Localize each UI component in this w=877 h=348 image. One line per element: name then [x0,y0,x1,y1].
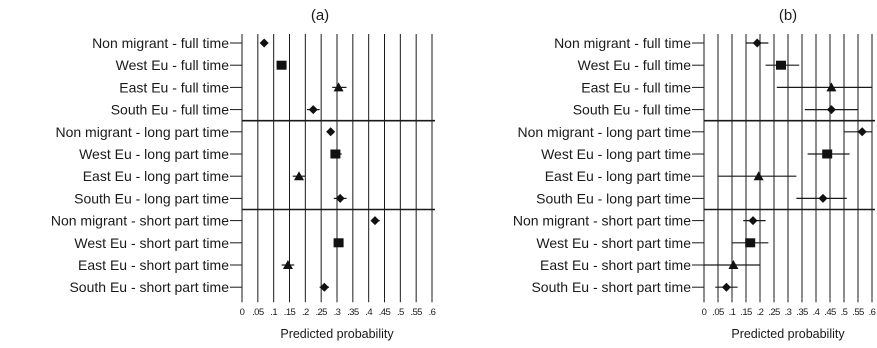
category-label: Non migrant - long part time [55,124,229,140]
category-label: East Eu - full time [119,79,229,95]
estimate-triangle [753,171,764,181]
estimate-diamond [752,38,762,48]
x-tick-label: .05 [712,307,724,318]
category-label: Non migrant - short part time [51,213,229,229]
estimate-diamond [326,127,336,137]
estimate-diamond [308,105,318,115]
category-label: South Eu - full time [573,102,691,118]
estimate-diamond [335,193,345,203]
category-label: West Eu - long part time [541,146,691,162]
estimate-triangle [728,260,739,269]
category-label: East Eu - short part time [540,257,691,273]
x-tick-label: .2 [757,307,764,318]
category-label: South Eu - short part time [531,279,691,295]
x-tick-label: .3 [785,307,792,318]
x-tick-label: .55 [410,307,422,318]
category-label: South Eu - long part time [536,190,691,206]
x-tick-label: .35 [796,307,808,318]
category-label: Non migrant - full time [92,35,229,51]
category-label: West Eu - full time [578,57,692,73]
category-label: West Eu - full time [116,57,230,73]
estimate-square [776,60,786,70]
estimate-square [276,60,287,70]
x-tick-label: .6 [429,307,436,318]
estimate-diamond [826,105,836,115]
estimate-diamond [259,38,269,48]
category-label: East Eu - long part time [83,168,230,184]
category-label: West Eu - short part time [74,235,229,251]
x-tick-label: .45 [824,307,836,318]
x-tick-label: .25 [768,307,780,318]
estimate-triangle [826,82,837,92]
estimate-square [333,238,344,248]
estimate-diamond [748,216,758,226]
x-tick-label: .2 [302,307,309,318]
x-tick-label: .15 [284,307,296,318]
x-axis-title: Predicted probability [731,327,845,341]
estimate-square [822,149,833,159]
estimate-diamond [857,127,867,137]
category-label: East Eu - short part time [78,257,229,273]
x-tick-label: .1 [729,307,736,318]
estimate-triangle [282,260,293,269]
x-tick-label: .25 [315,307,327,318]
category-label: Non migrant - long part time [517,124,691,140]
estimate-diamond [370,216,380,226]
estimate-triangle [294,171,304,181]
estimate-square [330,149,341,159]
category-label: Non migrant - short part time [513,213,691,229]
x-tick-label: .4 [365,307,372,318]
category-label: South Eu - full time [111,102,229,118]
x-tick-label: .6 [869,307,876,318]
x-tick-label: .45 [379,307,391,318]
x-tick-label: .1 [270,307,277,318]
x-tick-label: 0 [702,307,707,318]
x-tick-label: .5 [841,307,848,318]
x-tick-label: .55 [852,307,864,318]
estimate-diamond [319,282,329,292]
category-label: South Eu - short part time [69,279,229,295]
estimate-square [745,238,756,248]
panel-a: (a) Non migrant - full time West Eu - full… [51,7,436,341]
x-tick-label: .15 [740,307,752,318]
category-label: West Eu - long part time [79,146,229,162]
category-label: Non migrant - full time [554,35,691,51]
x-tick-label: .4 [813,307,820,318]
x-axis-title: Predicted probability [280,327,394,341]
x-tick-label: .5 [397,307,404,318]
x-tick-label: .3 [334,307,341,318]
panel-b: (b) Non migrant - full time West Eu - full… [513,7,876,341]
estimate-diamond [721,282,731,292]
x-tick-label: .05 [252,307,264,318]
estimate-diamond [818,193,828,203]
category-label: East Eu - full time [581,79,691,95]
x-tick-label: 0 [240,307,245,318]
category-label: West Eu - short part time [536,235,691,251]
panel-label: (a) [311,7,329,24]
category-label: South Eu - long part time [74,190,229,206]
x-tick-label: .35 [347,307,359,318]
estimate-triangle [333,82,344,92]
panel-label: (b) [779,7,797,24]
category-label: East Eu - long part time [545,168,692,184]
